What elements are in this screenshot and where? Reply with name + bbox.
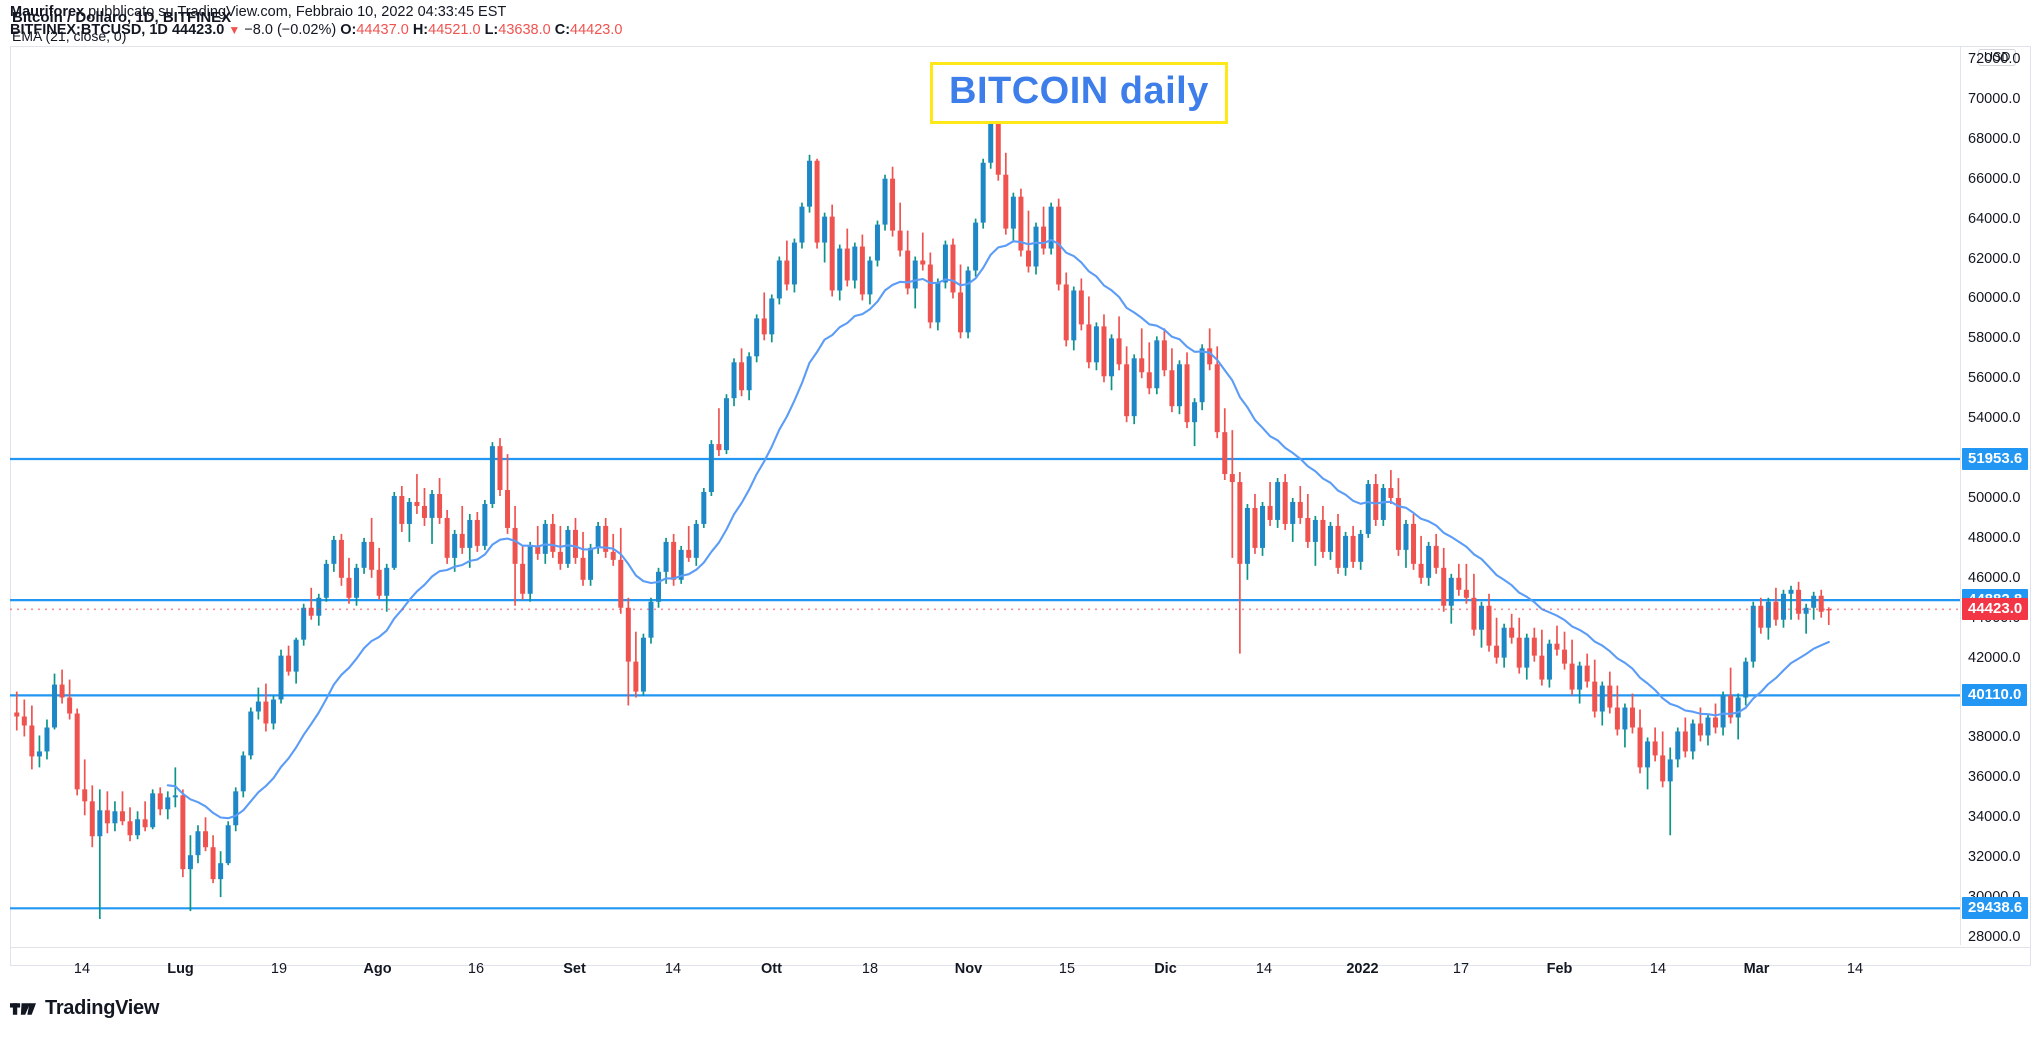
x-axis-separator <box>10 947 2031 948</box>
price-axis[interactable]: USD 72000.0 70000.0 68000.0 66000.0 64000.0 6… <box>1960 47 2041 945</box>
quote-symbol: BITFINEX:BTCUSD, 1D <box>10 22 168 38</box>
time-axis-tick: 14 <box>73 961 91 977</box>
y-axis-separator <box>1960 47 1961 945</box>
quote-last-price: 44423.0 <box>171 22 225 38</box>
price-axis-tick: 56000.0 <box>1968 370 2021 387</box>
price-axis-tick: 28000.0 <box>1968 929 2021 946</box>
tradingview-footer: TradingView <box>10 997 159 1020</box>
low-label: L: <box>484 22 499 38</box>
tradingview-brand: TradingView <box>45 997 160 1019</box>
annotation-label[interactable]: BITCOIN daily <box>930 62 1228 124</box>
quote-change: −8.0 (−0.02%) <box>244 22 337 38</box>
time-axis-tick: 14 <box>1649 961 1667 977</box>
tradingview-logo-icon <box>10 1000 36 1018</box>
currency-badge: USD <box>1978 49 2017 66</box>
legend-title: Bitcoin / Dollaro, 1D, BITFINEX <box>12 9 232 26</box>
time-axis-tick: 2022 <box>1346 961 1379 977</box>
price-axis-tick: 46000.0 <box>1968 569 2021 586</box>
price-axis-tick: 34000.0 <box>1968 809 2021 826</box>
time-axis-tick: Feb <box>1546 961 1573 977</box>
time-axis[interactable]: 14 Lug 19 Ago 16 Set 14 Ott 18 Nov 15 Dic 14 2022 17 Fe… <box>10 947 1960 983</box>
close-value: 44423.0 <box>570 22 623 38</box>
time-axis-tick: 14 <box>1255 961 1273 977</box>
high-value: 44521.0 <box>428 22 481 38</box>
price-axis-tick: 64000.0 <box>1968 210 2021 227</box>
close-label: C: <box>554 22 571 38</box>
time-axis-tick: Nov <box>954 961 983 977</box>
time-axis-tick: Set <box>563 961 586 977</box>
price-axis-tick: 42000.0 <box>1968 649 2021 666</box>
down-arrow-icon: ▼ <box>228 23 241 37</box>
time-axis-tick: 14 <box>1846 961 1864 977</box>
price-axis-tick: 70000.0 <box>1968 90 2021 107</box>
time-axis-tick: Lug <box>167 961 194 977</box>
time-axis-tick: 17 <box>1452 961 1470 977</box>
price-axis-tick: 60000.0 <box>1968 290 2021 307</box>
time-axis-tick: Dic <box>1154 961 1177 977</box>
price-level-tag[interactable]: 29438.6 <box>1962 897 2029 920</box>
low-value: 43638.0 <box>498 22 551 38</box>
price-axis-tick: 50000.0 <box>1968 489 2021 506</box>
price-axis-tick: 38000.0 <box>1968 729 2021 746</box>
time-axis-tick: 19 <box>270 961 288 977</box>
chart-legend: Bitcoin / Dollaro, 1D, BITFINEX EMA (21,… <box>12 8 231 45</box>
price-axis-tick: 54000.0 <box>1968 410 2021 427</box>
price-axis-tick: 72000.0 <box>1968 50 2021 67</box>
price-axis-tick: 62000.0 <box>1968 250 2021 267</box>
price-level-tag[interactable]: 51953.6 <box>1962 448 2029 470</box>
price-axis-tick: 48000.0 <box>1968 529 2021 546</box>
time-axis-tick: Mar <box>1743 961 1770 977</box>
price-axis-tick: 32000.0 <box>1968 849 2021 866</box>
author-name: Mauriforex <box>10 4 85 20</box>
time-axis-tick: 18 <box>861 961 879 977</box>
time-axis-tick: Ago <box>363 961 392 977</box>
price-axis-tick: 58000.0 <box>1968 330 2021 347</box>
high-label: H: <box>412 22 429 38</box>
time-axis-tick: 15 <box>1058 961 1076 977</box>
open-value: 44437.0 <box>356 22 409 38</box>
price-axis-tick: 66000.0 <box>1968 170 2021 187</box>
open-label: O: <box>340 22 357 38</box>
price-axis-tick: 36000.0 <box>1968 769 2021 786</box>
price-axis-tick: 68000.0 <box>1968 130 2021 147</box>
legend-indicator: EMA (21, close, 0) <box>12 28 127 44</box>
annotation-text: BITCOIN daily <box>949 70 1209 112</box>
last-price-tag[interactable]: 44423.0 <box>1962 598 2029 621</box>
attribution-text: pubblicato su TradingView.com, Febbraio … <box>84 4 507 20</box>
candlestick-svg <box>10 118 1960 920</box>
time-axis-tick: 14 <box>664 961 682 977</box>
time-axis-tick: 16 <box>467 961 485 977</box>
price-plot-area[interactable] <box>10 47 1960 945</box>
quote-line: BITFINEX:BTCUSD, 1D 44423.0 ▼ −8.0 (−0.0… <box>10 22 622 39</box>
time-axis-tick: Ott <box>761 961 782 977</box>
attribution-line: Mauriforex pubblicato su TradingView.com… <box>10 4 506 21</box>
price-level-tag[interactable]: 40110.0 <box>1962 684 2028 707</box>
